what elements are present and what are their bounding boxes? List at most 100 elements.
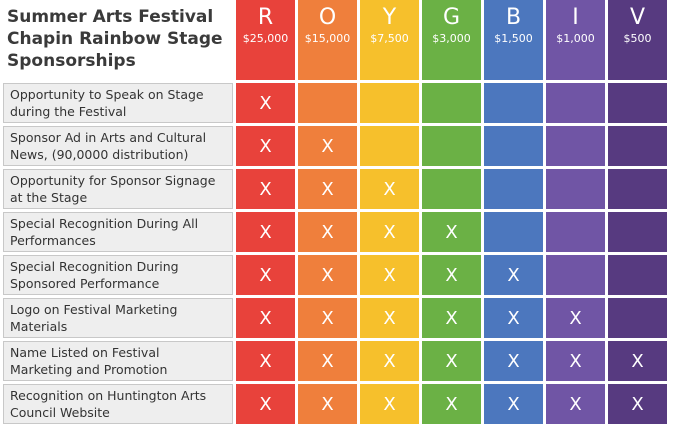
benefit-cell: X bbox=[484, 298, 543, 338]
benefit-cell: X bbox=[298, 169, 357, 209]
benefit-label: Name Listed on Festival Marketing and Pro… bbox=[3, 341, 233, 381]
level-header: B $1,500 bbox=[484, 0, 543, 80]
label-line: during the Festival bbox=[10, 104, 127, 119]
benefit-cell: X bbox=[236, 212, 295, 252]
benefit-cell: X bbox=[484, 341, 543, 381]
benefit-cell: X bbox=[608, 384, 667, 424]
benefit-cell bbox=[484, 169, 543, 209]
benefit-cell bbox=[484, 126, 543, 166]
benefit-cell bbox=[546, 255, 605, 295]
title-line: Summer Arts Festival bbox=[7, 7, 214, 27]
benefit-cell: X bbox=[298, 384, 357, 424]
benefit-cell: X bbox=[236, 298, 295, 338]
label-line: Council Website bbox=[10, 405, 110, 420]
benefit-label: Special Recognition During All Performanc… bbox=[3, 212, 233, 252]
benefit-label: Sponsor Ad in Arts and Cultural News, (90… bbox=[3, 126, 233, 166]
level-price: $25,000 bbox=[242, 32, 289, 45]
benefit-cell: X bbox=[360, 341, 419, 381]
level-header: R $25,000 bbox=[236, 0, 295, 80]
label-line: at the Stage bbox=[10, 190, 88, 205]
level-price: $3,000 bbox=[432, 32, 471, 45]
benefit-cell: X bbox=[236, 255, 295, 295]
benefit-cell: X bbox=[484, 255, 543, 295]
benefit-label: Recognition on Huntington Arts Council We… bbox=[3, 384, 233, 424]
benefit-cell: X bbox=[422, 298, 481, 338]
benefit-cell: X bbox=[298, 212, 357, 252]
benefit-label: Logo on Festival Marketing Materials bbox=[3, 298, 233, 338]
level-header: O $15,000 bbox=[298, 0, 357, 80]
benefit-cell bbox=[546, 83, 605, 123]
benefit-cell bbox=[546, 169, 605, 209]
level-letter: G bbox=[442, 5, 461, 30]
benefit-cell bbox=[608, 212, 667, 252]
benefit-cell: X bbox=[608, 341, 667, 381]
benefit-cell: X bbox=[236, 83, 295, 123]
benefit-cell: X bbox=[422, 384, 481, 424]
label-line: Logo on Festival Marketing bbox=[10, 302, 178, 317]
benefit-cell: X bbox=[236, 341, 295, 381]
benefit-cell: X bbox=[298, 126, 357, 166]
benefit-cell bbox=[608, 255, 667, 295]
level-letter: O bbox=[318, 5, 337, 30]
benefit-cell bbox=[608, 298, 667, 338]
benefit-cell bbox=[422, 126, 481, 166]
level-letter: V bbox=[629, 5, 646, 30]
label-line: Sponsor Ad in Arts and Cultural bbox=[10, 130, 207, 145]
benefit-cell bbox=[298, 83, 357, 123]
label-line: News, (90,0000 distribution) bbox=[10, 147, 189, 162]
benefit-cell: X bbox=[236, 384, 295, 424]
level-price: $7,500 bbox=[370, 32, 409, 45]
label-line: Recognition on Huntington Arts bbox=[10, 388, 207, 403]
benefit-cell: X bbox=[298, 255, 357, 295]
level-header: Y $7,500 bbox=[360, 0, 419, 80]
label-line: Name Listed on Festival bbox=[10, 345, 160, 360]
level-price: $1,500 bbox=[494, 32, 533, 45]
benefit-cell: X bbox=[422, 341, 481, 381]
level-header: V $500 bbox=[608, 0, 667, 80]
level-letter: R bbox=[257, 5, 274, 30]
benefit-cell bbox=[484, 212, 543, 252]
benefit-label: Special Recognition During Sponsored Perf… bbox=[3, 255, 233, 295]
benefit-cell bbox=[608, 169, 667, 209]
benefit-cell: X bbox=[360, 384, 419, 424]
benefit-cell bbox=[422, 83, 481, 123]
table-title: Summer Arts Festival Chapin Rainbow Stage… bbox=[3, 0, 233, 80]
title-line: Chapin Rainbow Stage bbox=[7, 29, 223, 49]
level-price: $1,000 bbox=[556, 32, 595, 45]
benefit-cell: X bbox=[422, 212, 481, 252]
benefit-cell bbox=[360, 126, 419, 166]
benefit-cell: X bbox=[546, 298, 605, 338]
benefit-cell: X bbox=[546, 384, 605, 424]
label-line: Sponsored Performance bbox=[10, 276, 160, 291]
benefit-cell: X bbox=[298, 298, 357, 338]
level-price: $15,000 bbox=[304, 32, 351, 45]
benefit-cell bbox=[608, 83, 667, 123]
benefit-cell: X bbox=[360, 212, 419, 252]
label-line: Marketing and Promotion bbox=[10, 362, 168, 377]
benefit-cell: X bbox=[236, 169, 295, 209]
label-line: Opportunity for Sponsor Signage bbox=[10, 173, 216, 188]
level-header: G $3,000 bbox=[422, 0, 481, 80]
benefit-cell: X bbox=[236, 126, 295, 166]
label-line: Special Recognition During All bbox=[10, 216, 199, 231]
benefit-cell: X bbox=[360, 255, 419, 295]
benefit-label: Opportunity for Sponsor Signage at the St… bbox=[3, 169, 233, 209]
label-line: Materials bbox=[10, 319, 68, 334]
benefit-cell bbox=[608, 126, 667, 166]
benefit-cell bbox=[422, 169, 481, 209]
title-line: Sponsorships bbox=[7, 51, 136, 71]
benefit-cell: X bbox=[546, 341, 605, 381]
benefit-cell bbox=[546, 212, 605, 252]
level-price: $500 bbox=[623, 32, 652, 45]
label-line: Opportunity to Speak on Stage bbox=[10, 87, 204, 102]
benefit-cell: X bbox=[422, 255, 481, 295]
benefit-cell bbox=[360, 83, 419, 123]
benefit-cell bbox=[484, 83, 543, 123]
benefit-cell: X bbox=[360, 298, 419, 338]
level-letter: Y bbox=[382, 5, 397, 30]
level-letter: B bbox=[505, 5, 522, 30]
label-line: Performances bbox=[10, 233, 96, 248]
benefit-cell: X bbox=[484, 384, 543, 424]
